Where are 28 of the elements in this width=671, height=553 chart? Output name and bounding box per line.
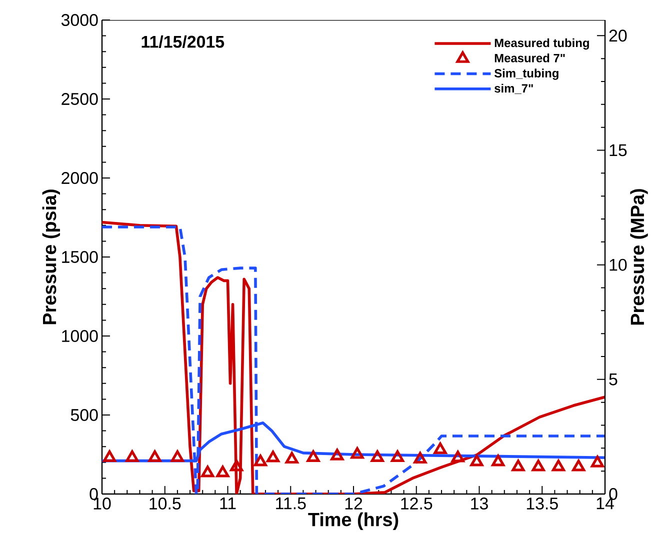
annotation: 11/15/2015 xyxy=(142,35,224,48)
y-tick-label: 2500 xyxy=(62,93,98,105)
x-axis-title: Time (hrs) xyxy=(308,512,398,530)
y2-tick-label: 20 xyxy=(609,30,627,42)
x-tick-label: 10.5 xyxy=(150,498,181,510)
x-tick-label: 10 xyxy=(94,498,111,510)
legend-label: Sim_tubing xyxy=(494,68,558,80)
x-tick-label: 13.5 xyxy=(526,498,558,510)
y-tick-label: 1500 xyxy=(62,251,98,263)
x-tick-label: 14 xyxy=(596,498,614,510)
x-tick-label: 11.5 xyxy=(276,498,306,510)
y-tick-label: 3000 xyxy=(61,14,98,26)
x-tick-label: 13 xyxy=(471,498,488,510)
legend-label: Measured tubing xyxy=(494,38,589,50)
y2-axis-title: Pressure (MPa) xyxy=(630,189,648,325)
y-axis-title: Pressure (psia) xyxy=(42,190,60,324)
y-tick-label: 2000 xyxy=(62,172,98,184)
x-tick-label: 11 xyxy=(220,498,236,510)
x-tick-label: 12.5 xyxy=(401,498,432,510)
y-tick-label: 500 xyxy=(70,409,98,421)
y2-tick-label: 15 xyxy=(610,144,627,156)
x-tick-label: 12 xyxy=(345,498,362,510)
y-tick-label: 1000 xyxy=(62,330,98,342)
y-tick-label: 0 xyxy=(90,488,98,500)
y2-tick-label: 5 xyxy=(609,374,618,386)
legend-label: Measured 7" xyxy=(494,54,565,62)
y2-tick-label: 10 xyxy=(610,258,627,271)
legend-label: sim_7" xyxy=(494,84,533,94)
